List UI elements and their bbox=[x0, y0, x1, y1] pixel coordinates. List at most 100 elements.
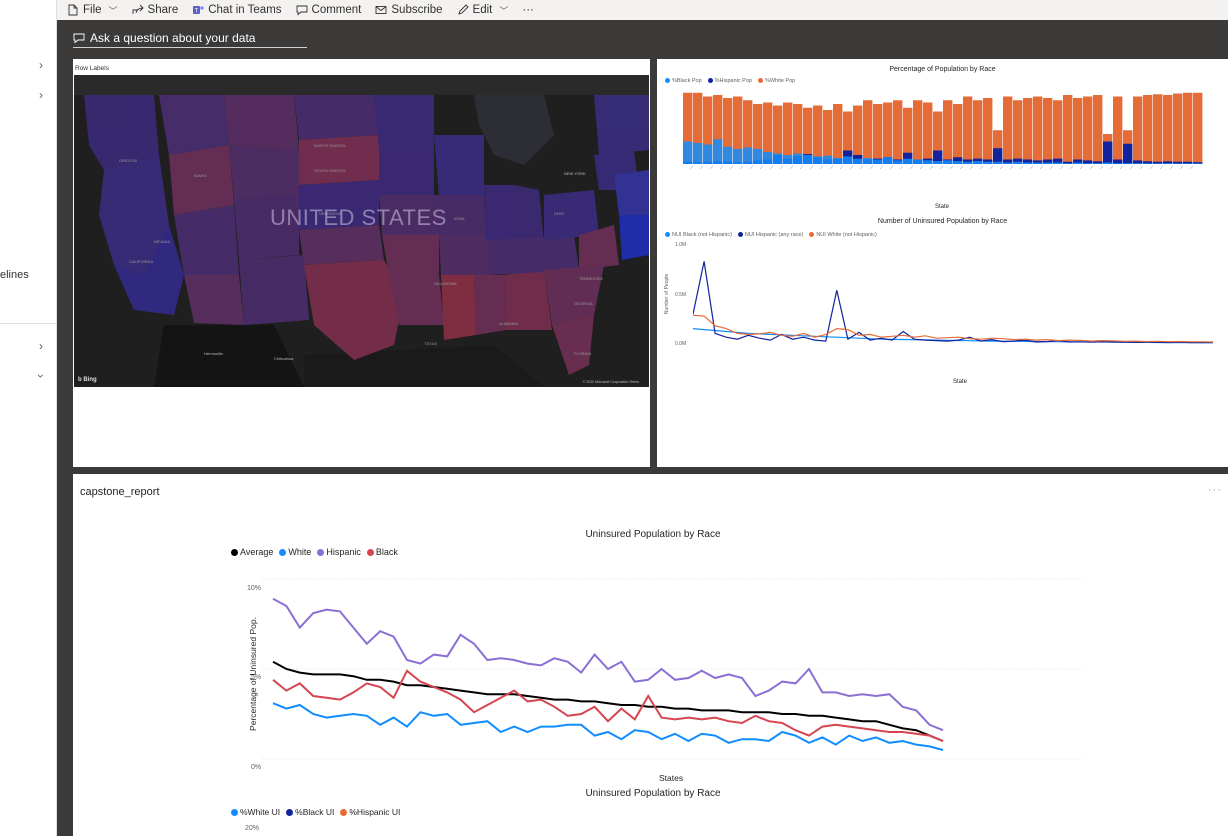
area-segment-white[interactable] bbox=[933, 111, 943, 165]
area-segment-black[interactable] bbox=[1153, 163, 1163, 164]
uninsured-line-chart[interactable] bbox=[263, 569, 1083, 779]
legend-item[interactable]: %Black UI bbox=[286, 807, 334, 817]
area-segment-white[interactable] bbox=[863, 100, 873, 164]
area-segment-hispanic[interactable] bbox=[1073, 159, 1083, 165]
legend-item[interactable]: %White UI bbox=[231, 807, 280, 817]
area-segment-hispanic[interactable] bbox=[1123, 143, 1133, 164]
area-segment-hispanic[interactable] bbox=[1193, 162, 1203, 164]
area-segment-white[interactable] bbox=[1043, 98, 1053, 164]
area-segment-hispanic[interactable] bbox=[1013, 158, 1023, 164]
area-segment-hispanic[interactable] bbox=[1163, 161, 1173, 164]
area-segment-white[interactable] bbox=[853, 105, 863, 165]
area-segment-black[interactable] bbox=[963, 161, 973, 164]
area-segment-black[interactable] bbox=[713, 139, 723, 164]
area-segment-black[interactable] bbox=[873, 159, 883, 165]
area-segment-black[interactable] bbox=[1193, 163, 1203, 164]
legend-item[interactable]: Hispanic bbox=[317, 547, 361, 557]
area-segment-black[interactable] bbox=[1033, 162, 1043, 165]
area-segment-white[interactable] bbox=[833, 104, 843, 164]
area-segment-white[interactable] bbox=[1053, 100, 1063, 164]
comment-button[interactable]: Comment bbox=[296, 4, 361, 16]
area-segment-black[interactable] bbox=[1133, 163, 1143, 164]
legend-item[interactable]: %Hispanic UI bbox=[340, 807, 400, 817]
legend-item[interactable]: Black bbox=[366, 547, 398, 557]
qna-box[interactable]: Ask a question about your data bbox=[73, 28, 307, 48]
area-segment-black[interactable] bbox=[763, 152, 773, 164]
area-segment-black[interactable] bbox=[983, 161, 993, 164]
area-segment-white[interactable] bbox=[1133, 96, 1143, 165]
area-segment-white[interactable] bbox=[1013, 100, 1023, 164]
area-segment-black[interactable] bbox=[1043, 162, 1053, 165]
area-segment-white[interactable] bbox=[753, 104, 763, 164]
capstone-report-tile[interactable]: capstone_report ··· Uninsured Population… bbox=[73, 474, 1228, 836]
area-segment-white[interactable] bbox=[743, 100, 753, 164]
series-line-white[interactable] bbox=[272, 702, 944, 751]
area-segment-black[interactable] bbox=[1083, 163, 1093, 164]
area-segment-black[interactable] bbox=[903, 158, 913, 164]
area-segment-black[interactable] bbox=[863, 158, 873, 164]
area-segment-white[interactable] bbox=[1173, 93, 1183, 165]
area-segment-black[interactable] bbox=[883, 157, 893, 164]
area-segment-black[interactable] bbox=[923, 160, 933, 164]
area-segment-hispanic[interactable] bbox=[1143, 161, 1153, 164]
area-segment-black[interactable] bbox=[913, 159, 923, 165]
area-segment-black[interactable] bbox=[843, 156, 853, 165]
area-segment-black[interactable] bbox=[1123, 163, 1133, 164]
area-segment-white[interactable] bbox=[1073, 98, 1083, 164]
area-segment-black[interactable] bbox=[1113, 163, 1123, 164]
area-segment-hispanic[interactable] bbox=[903, 152, 913, 164]
area-segment-white[interactable] bbox=[873, 104, 883, 164]
area-segment-hispanic[interactable] bbox=[1033, 160, 1043, 164]
area-segment-white[interactable] bbox=[1113, 96, 1123, 165]
legend-item[interactable]: White bbox=[279, 547, 311, 557]
more-options-button[interactable]: ··· bbox=[1208, 484, 1222, 496]
chevron-right-icon[interactable]: › bbox=[39, 58, 43, 72]
series-line-black[interactable] bbox=[272, 669, 944, 742]
nav-item-pipelines-label[interactable]: elines bbox=[0, 269, 29, 281]
series-line-hispanic[interactable] bbox=[272, 597, 944, 732]
area-segment-white[interactable] bbox=[763, 102, 773, 165]
area-segment-white[interactable] bbox=[723, 98, 733, 164]
share-button[interactable]: Share bbox=[132, 4, 178, 16]
area-segment-white[interactable] bbox=[973, 100, 983, 164]
area-segment-white[interactable] bbox=[883, 102, 893, 165]
area-segment-black[interactable] bbox=[1023, 162, 1033, 165]
area-segment-white[interactable] bbox=[1083, 96, 1093, 165]
area-segment-black[interactable] bbox=[1103, 162, 1113, 165]
area-segment-black[interactable] bbox=[1173, 163, 1183, 164]
area-segment-white[interactable] bbox=[963, 96, 973, 165]
subscribe-button[interactable]: Subscribe bbox=[375, 4, 443, 16]
area-segment-white[interactable] bbox=[953, 104, 963, 164]
area-segment-black[interactable] bbox=[703, 144, 713, 165]
area-segment-black[interactable] bbox=[803, 155, 813, 164]
area-segment-white[interactable] bbox=[773, 105, 783, 165]
area-segment-black[interactable] bbox=[1053, 162, 1063, 165]
area-segment-black[interactable] bbox=[773, 153, 783, 165]
area-segment-white[interactable] bbox=[943, 100, 953, 164]
area-segment-black[interactable] bbox=[833, 158, 843, 164]
area-segment-white[interactable] bbox=[823, 110, 833, 164]
area-segment-hispanic[interactable] bbox=[1053, 158, 1063, 164]
area-segment-white[interactable] bbox=[733, 96, 743, 165]
area-segment-black[interactable] bbox=[753, 149, 763, 164]
area-segment-black[interactable] bbox=[733, 149, 743, 164]
area-segment-white[interactable] bbox=[1093, 95, 1103, 164]
area-segment-black[interactable] bbox=[683, 141, 693, 165]
series-line-average[interactable] bbox=[272, 660, 944, 742]
file-menu[interactable]: File ﹀ bbox=[67, 4, 118, 17]
area-segment-black[interactable] bbox=[1013, 161, 1023, 164]
area-segment-white[interactable] bbox=[1163, 95, 1173, 164]
legend-item[interactable]: NUI White (not Hispanic) bbox=[809, 232, 877, 238]
area-segment-white[interactable] bbox=[783, 102, 793, 165]
area-segment-white[interactable] bbox=[903, 107, 913, 164]
area-segment-black[interactable] bbox=[973, 161, 983, 164]
race-charts-tile[interactable]: Percentage of Population by Race %Black … bbox=[657, 59, 1228, 467]
area-segment-hispanic[interactable] bbox=[1093, 161, 1103, 164]
chat-in-teams-button[interactable]: T Chat in Teams bbox=[192, 4, 282, 16]
legend-item[interactable]: Average bbox=[231, 547, 273, 557]
area-segment-white[interactable] bbox=[893, 100, 903, 164]
area-segment-black[interactable] bbox=[693, 143, 703, 164]
edit-menu[interactable]: Edit ﹀ bbox=[457, 4, 508, 17]
area-segment-black[interactable] bbox=[823, 155, 833, 164]
legend-item[interactable]: %Black Pop bbox=[665, 78, 702, 84]
